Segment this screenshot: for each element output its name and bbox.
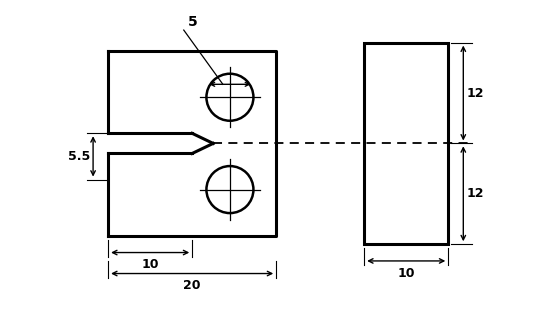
Text: 10: 10 [141,258,159,271]
Text: 5: 5 [188,15,198,29]
Text: 10: 10 [397,267,415,280]
Text: 12: 12 [467,187,484,200]
Text: 12: 12 [467,86,484,100]
Text: 5.5: 5.5 [68,150,90,163]
Bar [364,43,448,244]
Text: 20: 20 [184,280,201,292]
